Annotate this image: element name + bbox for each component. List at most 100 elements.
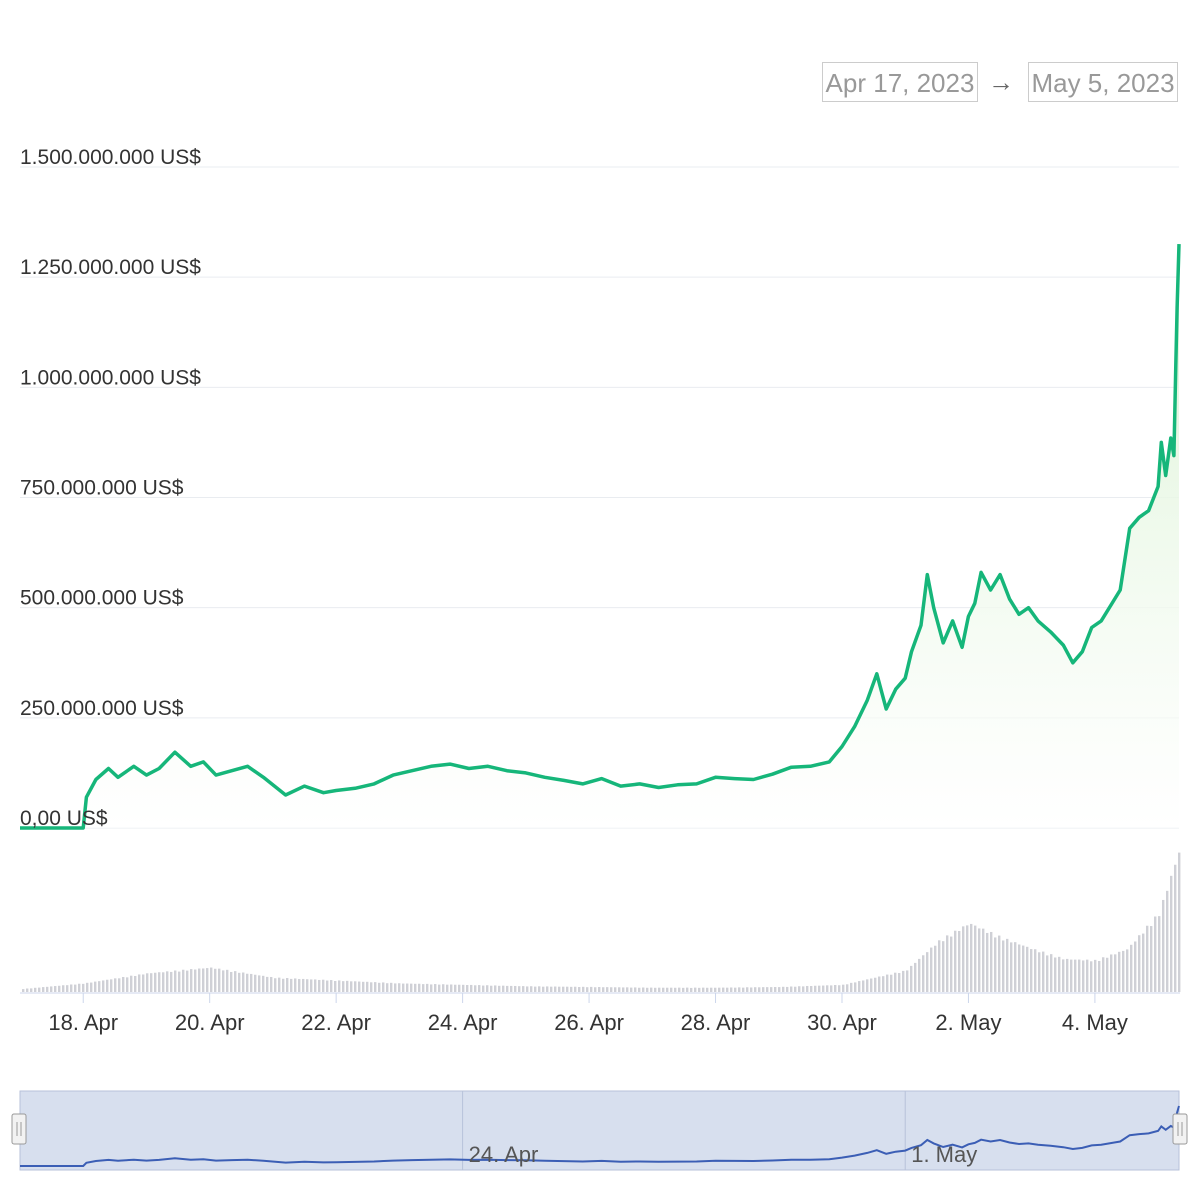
- volume-bar: [1162, 899, 1165, 992]
- volume-bar: [522, 986, 525, 992]
- volume-bar: [34, 987, 37, 992]
- volume-bar: [750, 987, 753, 992]
- volume-bar: [98, 981, 101, 992]
- volume-bar: [850, 982, 853, 992]
- x-tick-label: 26. Apr: [554, 1010, 624, 1035]
- navigator[interactable]: 24. Apr 1. May: [11, 1090, 1188, 1171]
- volume-bar: [22, 989, 25, 992]
- volume-bar: [170, 971, 173, 992]
- volume-bar: [554, 986, 557, 992]
- volume-bar: [66, 985, 69, 992]
- volume-bar: [746, 987, 749, 992]
- volume-bar: [250, 973, 253, 992]
- volume-bar: [626, 987, 629, 992]
- volume-bar: [298, 979, 301, 992]
- volume-bar: [178, 971, 181, 992]
- volume-bar: [1142, 933, 1145, 992]
- volume-bar: [890, 974, 893, 992]
- volume-bar: [814, 985, 817, 992]
- volume-bar: [942, 941, 945, 992]
- volume-bar: [810, 986, 813, 992]
- volume-bar: [450, 984, 453, 992]
- price-line: [20, 244, 1181, 830]
- volume-bar: [482, 985, 485, 992]
- volume-bar: [326, 980, 329, 992]
- volume-bar: [854, 982, 857, 992]
- x-axis: 18. Apr 20. Apr 22. Apr 24. Apr 26. Apr 28. A…: [48, 993, 1128, 1035]
- x-tick-label: 20. Apr: [175, 1010, 245, 1035]
- volume-bar: [926, 952, 929, 992]
- volume-bar: [94, 981, 97, 992]
- volume-bar: [1062, 959, 1065, 992]
- navigator-series: [20, 1105, 1180, 1167]
- volume-bar: [1058, 956, 1061, 992]
- volume-bar: [470, 984, 473, 992]
- volume-bar: [1034, 949, 1037, 992]
- volume-bar: [1026, 946, 1029, 992]
- volume-bar: [662, 987, 665, 992]
- y-tick-label: 1.500.000.000 US$: [20, 146, 201, 169]
- x-tick-label: 24. Apr: [428, 1010, 498, 1035]
- volume-bar: [74, 984, 77, 992]
- volume-bar: [686, 987, 689, 992]
- volume-bar: [566, 986, 569, 992]
- volume-bar: [542, 986, 545, 992]
- volume-bar: [898, 973, 901, 992]
- volume-bar: [526, 986, 529, 992]
- volume-bar: [238, 972, 241, 992]
- volume-bar: [622, 987, 625, 992]
- volume-bar: [166, 971, 169, 992]
- volume-bar: [1066, 958, 1069, 992]
- navigator-mask[interactable]: [19, 1090, 1180, 1171]
- volume-bar: [270, 976, 273, 992]
- navigator-tick-label: 1. May: [911, 1142, 977, 1167]
- volume-bar: [158, 972, 161, 992]
- volume-bar: [682, 987, 685, 992]
- volume-bar: [134, 975, 137, 992]
- volume-bar: [514, 985, 517, 992]
- volume-bar: [1158, 916, 1161, 992]
- x-tick-label: 30. Apr: [807, 1010, 877, 1035]
- volume-bar: [546, 986, 549, 992]
- volume-bar: [258, 975, 261, 992]
- volume-bar: [58, 985, 61, 992]
- volume-bar: [798, 986, 801, 992]
- volume-bar: [730, 987, 733, 992]
- volume-bar: [646, 987, 649, 992]
- volume-bar: [294, 978, 297, 992]
- volume-bar: [174, 970, 177, 992]
- volume-bar: [530, 986, 533, 992]
- volume-bar: [202, 968, 205, 992]
- volume-bar: [446, 984, 449, 992]
- volume-bar: [538, 986, 541, 992]
- volume-bar: [82, 983, 85, 992]
- y-tick-label: 1.250.000.000 US$: [20, 256, 201, 279]
- navigator-right-handle[interactable]: [1172, 1113, 1188, 1145]
- volume-bar: [1134, 941, 1137, 992]
- volume-bar: [262, 975, 265, 992]
- volume-bar: [1178, 852, 1181, 992]
- volume-bar: [518, 986, 521, 992]
- volume-bar: [498, 985, 501, 992]
- volume-bar: [794, 986, 797, 992]
- volume-bar: [650, 987, 653, 992]
- volume-bar: [354, 981, 357, 992]
- volume-bar: [254, 974, 257, 992]
- navigator-grid: [462, 1091, 906, 1170]
- volume-bar: [1146, 925, 1149, 992]
- volume-bar: [726, 987, 729, 992]
- volume-bar: [694, 987, 697, 992]
- volume-bar: [550, 986, 553, 992]
- volume-bar: [130, 975, 133, 992]
- volume-bar: [486, 985, 489, 992]
- volume-bar: [770, 987, 773, 992]
- navigator-left-handle[interactable]: [11, 1113, 27, 1145]
- range-to-input[interactable]: May 5, 2023: [1028, 62, 1178, 102]
- volume-bar: [430, 984, 433, 992]
- volume-bar: [290, 978, 293, 992]
- volume-bar: [102, 980, 105, 992]
- volume-bar: [966, 925, 969, 992]
- range-from-input[interactable]: Apr 17, 2023: [822, 62, 978, 102]
- volume-bar: [234, 971, 237, 992]
- volume-bar: [466, 984, 469, 992]
